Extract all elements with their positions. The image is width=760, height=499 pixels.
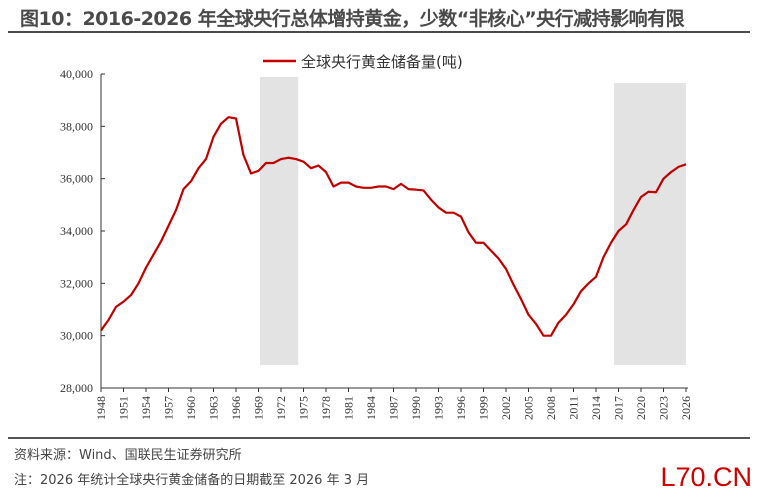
x-tick-label: 1948	[94, 396, 108, 420]
y-tick-label: 30,000	[60, 329, 93, 343]
source-text: 资料来源：Wind、国联民生证券研究所	[14, 448, 242, 463]
note-text: 注：2026 年统计全球央行黄金储备的日期截至 2026 年 3 月	[14, 473, 370, 488]
x-tick-label: 2008	[544, 396, 558, 420]
legend-label: 全球央行黄金储备量(吨)	[301, 53, 463, 71]
gold-reserves-chart: 28,000 30,000 32,000 34,000 36,000 38,000 40,0…	[60, 53, 693, 420]
x-tick-label: 1972	[274, 396, 288, 420]
x-tick-label: 1954	[139, 396, 153, 420]
x-tick-label: 2020	[634, 396, 648, 420]
x-tick-label: 1957	[162, 396, 176, 420]
y-tick-label: 36,000	[60, 172, 93, 186]
x-tick-label: 1951	[117, 396, 131, 420]
x-tick-label: 1984	[364, 396, 378, 420]
footer-divider	[8, 437, 750, 439]
x-tick-label: 2023	[657, 396, 671, 420]
x-tick-label: 1987	[387, 396, 401, 420]
x-tick-label: 1966	[229, 396, 243, 420]
x-tick-label: 1990	[409, 396, 423, 420]
y-tick-label: 32,000	[60, 276, 93, 290]
shaded-period	[260, 77, 299, 365]
y-tick-label: 38,000	[60, 119, 93, 133]
x-tick-label: 1996	[454, 396, 468, 420]
figure-title: 图10：2016-2026 年全球央行总体增持黄金，少数“非核心”央行减持影响有…	[20, 8, 685, 30]
shaded-period	[614, 83, 686, 365]
x-tick-label: 2026	[679, 396, 693, 420]
x-tick-label: 1999	[477, 396, 491, 420]
title-divider	[8, 31, 750, 33]
x-tick-label: 1969	[252, 396, 266, 420]
y-tick-label: 28,000	[60, 381, 93, 395]
y-tick-label: 34,000	[60, 224, 93, 238]
x-tick-label: 2002	[499, 396, 513, 420]
x-tick-label: 1978	[319, 396, 333, 420]
x-tick-label: 2005	[522, 396, 536, 420]
series-line	[100, 116, 687, 337]
x-tick-label: 2017	[612, 396, 626, 420]
x-tick-label: 1981	[342, 396, 356, 420]
x-tick-label: 1993	[432, 396, 446, 420]
x-tick-label: 1963	[207, 396, 221, 420]
x-tick-label: 2011	[567, 396, 581, 420]
x-tick-label: 1975	[297, 396, 311, 420]
x-tick-label: 2014	[589, 396, 603, 420]
y-tick-label: 40,000	[60, 67, 93, 81]
watermark: L70.CN	[660, 462, 752, 492]
x-tick-label: 1960	[184, 396, 198, 420]
